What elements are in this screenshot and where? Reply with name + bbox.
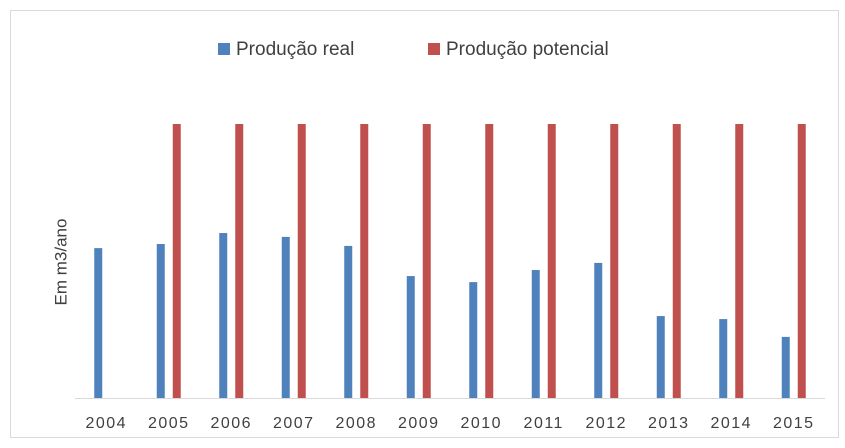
bar <box>797 124 806 398</box>
bar <box>531 270 540 398</box>
legend-label: Produção potencial <box>446 39 609 60</box>
x-tick-label: 2012 <box>585 415 627 432</box>
bar <box>406 276 415 398</box>
bar <box>469 282 478 398</box>
bar <box>719 319 728 398</box>
x-tick-label: 2015 <box>773 415 815 432</box>
x-tick-label: 2009 <box>398 415 440 432</box>
bar <box>219 233 228 398</box>
x-tick-label: 2011 <box>524 415 564 432</box>
x-tick-label: 2010 <box>460 415 502 432</box>
x-tick-label: 2007 <box>273 415 315 432</box>
bar <box>672 124 681 398</box>
legend-label: Produção real <box>236 39 354 60</box>
x-tick-label: 2005 <box>148 415 190 432</box>
bar <box>344 245 353 398</box>
x-tick-label: 2008 <box>335 415 377 432</box>
bar <box>735 124 744 398</box>
x-tick-label: 2014 <box>710 415 752 432</box>
x-tick-label: 2013 <box>648 415 690 432</box>
bar <box>781 336 790 398</box>
bar <box>94 248 103 398</box>
bar <box>422 124 431 398</box>
bar <box>281 236 290 398</box>
legend-swatch <box>428 43 440 55</box>
legend-swatch <box>218 43 230 55</box>
bar <box>610 124 619 398</box>
bar <box>360 124 369 398</box>
y-axis-label: Em m3/ano <box>51 219 70 306</box>
bar <box>235 124 244 398</box>
bar <box>156 244 165 398</box>
bar <box>656 316 665 398</box>
bar <box>485 124 494 398</box>
bar <box>594 262 603 398</box>
bar <box>297 124 306 398</box>
x-tick-label: 2006 <box>210 415 252 432</box>
bar <box>547 124 556 398</box>
x-tick-label: 2004 <box>85 415 127 432</box>
bar <box>172 124 181 398</box>
